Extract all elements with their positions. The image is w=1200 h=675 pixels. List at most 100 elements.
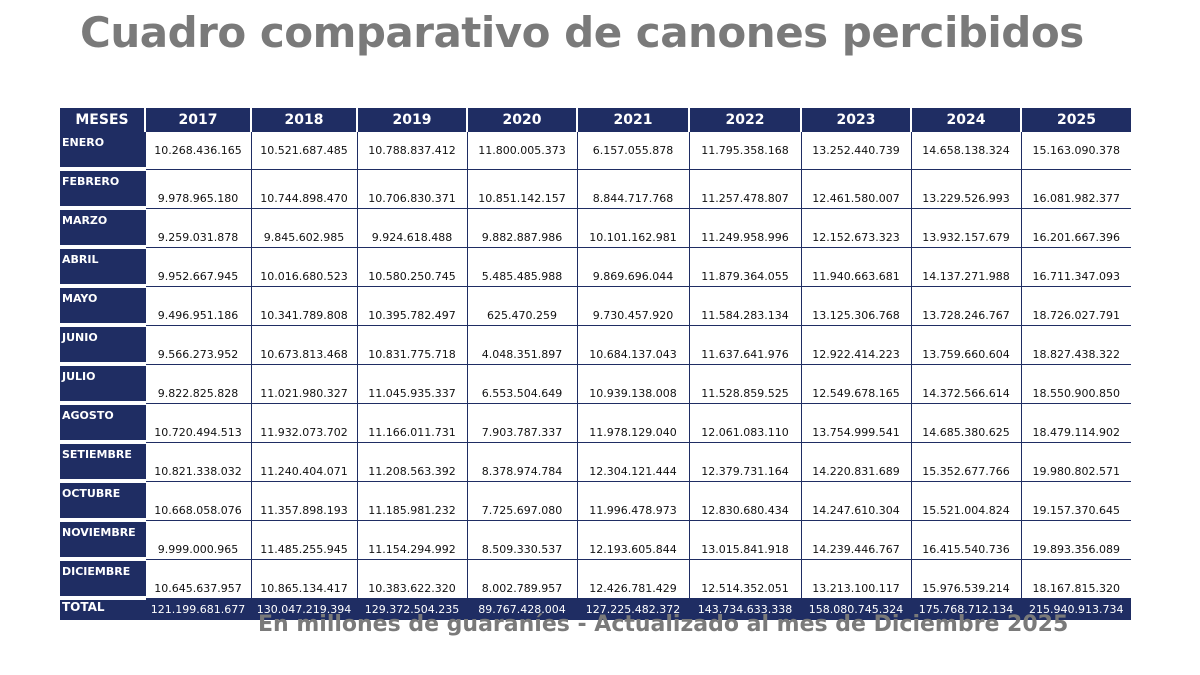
table-cell: 9.496.951.186: [144, 286, 251, 326]
month-label: JULIO: [60, 364, 145, 405]
table-cell: 13.213.100.117: [800, 559, 911, 599]
table-cell: 11.045.935.337: [356, 364, 467, 404]
month-label: SETIEMBRE: [60, 442, 145, 483]
table-cell: 11.485.255.945: [250, 520, 357, 560]
table-cell: 10.268.436.165: [144, 132, 251, 170]
month-label: NOVIEMBRE: [60, 520, 145, 561]
table-cell: 11.249.958.996: [688, 208, 801, 248]
table-cell: 14.685.380.625: [910, 403, 1021, 443]
table-cell: 16.711.347.093: [1020, 247, 1131, 287]
table-cell: 18.479.114.902: [1020, 403, 1131, 443]
table-cell: 13.754.999.541: [800, 403, 911, 443]
table-cell: 9.952.667.945: [144, 247, 251, 287]
total-cell: 143.734.633.338: [688, 598, 801, 620]
table-cell: 11.257.478.807: [688, 169, 801, 209]
table-row: SETIEMBRE 10.821.338.032 11.240.404.071 11.…: [60, 442, 1131, 483]
table-cell: 11.185.981.232: [356, 481, 467, 521]
table-cell: 9.822.825.828: [144, 364, 251, 404]
table-cell: 11.154.294.992: [356, 520, 467, 560]
table-row: DICIEMBRE 10.645.637.957 10.865.134.417 10.…: [60, 559, 1131, 600]
table-row: MARZO 9.259.031.878 9.845.602.985 9.924.618…: [60, 208, 1131, 249]
table-cell: 6.157.055.878: [576, 132, 689, 170]
table-cell: 11.208.563.392: [356, 442, 467, 482]
table-row: FEBRERO 9.978.965.180 10.744.898.470 10.706…: [60, 169, 1131, 210]
canon-comparison-table: MESES 2017 2018 2019 2020 2021 2022 2023 2024 202…: [60, 108, 1131, 620]
table-cell: 10.645.637.957: [144, 559, 251, 599]
table-cell: 16.415.540.736: [910, 520, 1021, 560]
table-cell: 16.081.982.377: [1020, 169, 1131, 209]
table-cell: 4.048.351.897: [466, 325, 577, 365]
table-header-row: MESES 2017 2018 2019 2020 2021 2022 2023 2024 202…: [60, 108, 1131, 132]
header-year: 2025: [1020, 108, 1131, 132]
month-label: MARZO: [60, 208, 145, 249]
table-row: MAYO 9.496.951.186 10.341.789.808 10.395.78…: [60, 286, 1131, 327]
table-cell: 12.461.580.007: [800, 169, 911, 209]
table-cell: 13.125.306.768: [800, 286, 911, 326]
table-cell: 13.252.440.739: [800, 132, 911, 170]
table-cell: 8.002.789.957: [466, 559, 577, 599]
table-cell: 14.372.566.614: [910, 364, 1021, 404]
table-cell: 19.157.370.645: [1020, 481, 1131, 521]
table-cell: 10.706.830.371: [356, 169, 467, 209]
table-cell: 11.637.641.976: [688, 325, 801, 365]
total-label: TOTAL: [60, 598, 145, 620]
table-cell: 15.163.090.378: [1020, 132, 1131, 170]
table-cell: 10.521.687.485: [250, 132, 357, 170]
table-cell: 10.383.622.320: [356, 559, 467, 599]
table-cell: 14.239.446.767: [800, 520, 911, 560]
table-cell: 14.137.271.988: [910, 247, 1021, 287]
table-cell: 13.015.841.918: [688, 520, 801, 560]
table-cell: 5.485.485.988: [466, 247, 577, 287]
table-cell: 7.903.787.337: [466, 403, 577, 443]
table-cell: 12.304.121.444: [576, 442, 689, 482]
table-cell: 6.553.504.649: [466, 364, 577, 404]
table-cell: 11.795.358.168: [688, 132, 801, 170]
table-cell: 9.999.000.965: [144, 520, 251, 560]
month-label: DICIEMBRE: [60, 559, 145, 600]
table-cell: 13.728.246.767: [910, 286, 1021, 326]
table-cell: 11.879.364.055: [688, 247, 801, 287]
table-cell: 9.882.887.986: [466, 208, 577, 248]
table-cell: 19.893.356.089: [1020, 520, 1131, 560]
table-cell: 10.341.789.808: [250, 286, 357, 326]
total-cell: 130.047.219.394: [250, 598, 357, 620]
table-cell: 10.744.898.470: [250, 169, 357, 209]
table-body: ENERO 10.268.436.165 10.521.687.485 10.788.…: [60, 132, 1131, 600]
table-row: AGOSTO 10.720.494.513 11.932.073.702 11.166…: [60, 403, 1131, 444]
table-cell: 10.831.775.718: [356, 325, 467, 365]
total-cell: 127.225.482.372: [576, 598, 689, 620]
table-cell: 9.869.696.044: [576, 247, 689, 287]
total-cell: 129.372.504.235: [356, 598, 467, 620]
total-cell: 89.767.428.004: [466, 598, 577, 620]
table-cell: 16.201.667.396: [1020, 208, 1131, 248]
table-cell: 9.566.273.952: [144, 325, 251, 365]
table-cell: 8.378.974.784: [466, 442, 577, 482]
header-year: 2019: [356, 108, 467, 132]
table-cell: 13.759.660.604: [910, 325, 1021, 365]
total-cell: 215.940.913.734: [1020, 598, 1131, 620]
table-cell: 11.357.898.193: [250, 481, 357, 521]
table-cell: 14.658.138.324: [910, 132, 1021, 170]
header-months: MESES: [60, 108, 145, 132]
month-label: AGOSTO: [60, 403, 145, 444]
header-year: 2023: [800, 108, 911, 132]
table-cell: 10.821.338.032: [144, 442, 251, 482]
table-cell: 11.166.011.731: [356, 403, 467, 443]
table-cell: 19.980.802.571: [1020, 442, 1131, 482]
table-cell: 11.940.663.681: [800, 247, 911, 287]
table-cell: 18.726.027.791: [1020, 286, 1131, 326]
table-cell: 7.725.697.080: [466, 481, 577, 521]
table-row: JUNIO 9.566.273.952 10.673.813.468 10.831.7…: [60, 325, 1131, 366]
table-cell: 10.939.138.008: [576, 364, 689, 404]
table-cell: 10.580.250.745: [356, 247, 467, 287]
page-title: Cuadro comparativo de canones percibidos: [80, 8, 1084, 57]
table-cell: 18.827.438.322: [1020, 325, 1131, 365]
table-row: NOVIEMBRE 9.999.000.965 11.485.255.945 11.1…: [60, 520, 1131, 561]
table-cell: 12.514.352.051: [688, 559, 801, 599]
header-year: 2021: [576, 108, 689, 132]
header-year: 2018: [250, 108, 357, 132]
table-cell: 12.061.083.110: [688, 403, 801, 443]
table-cell: 10.016.680.523: [250, 247, 357, 287]
table-cell: 14.220.831.689: [800, 442, 911, 482]
table-cell: 11.528.859.525: [688, 364, 801, 404]
